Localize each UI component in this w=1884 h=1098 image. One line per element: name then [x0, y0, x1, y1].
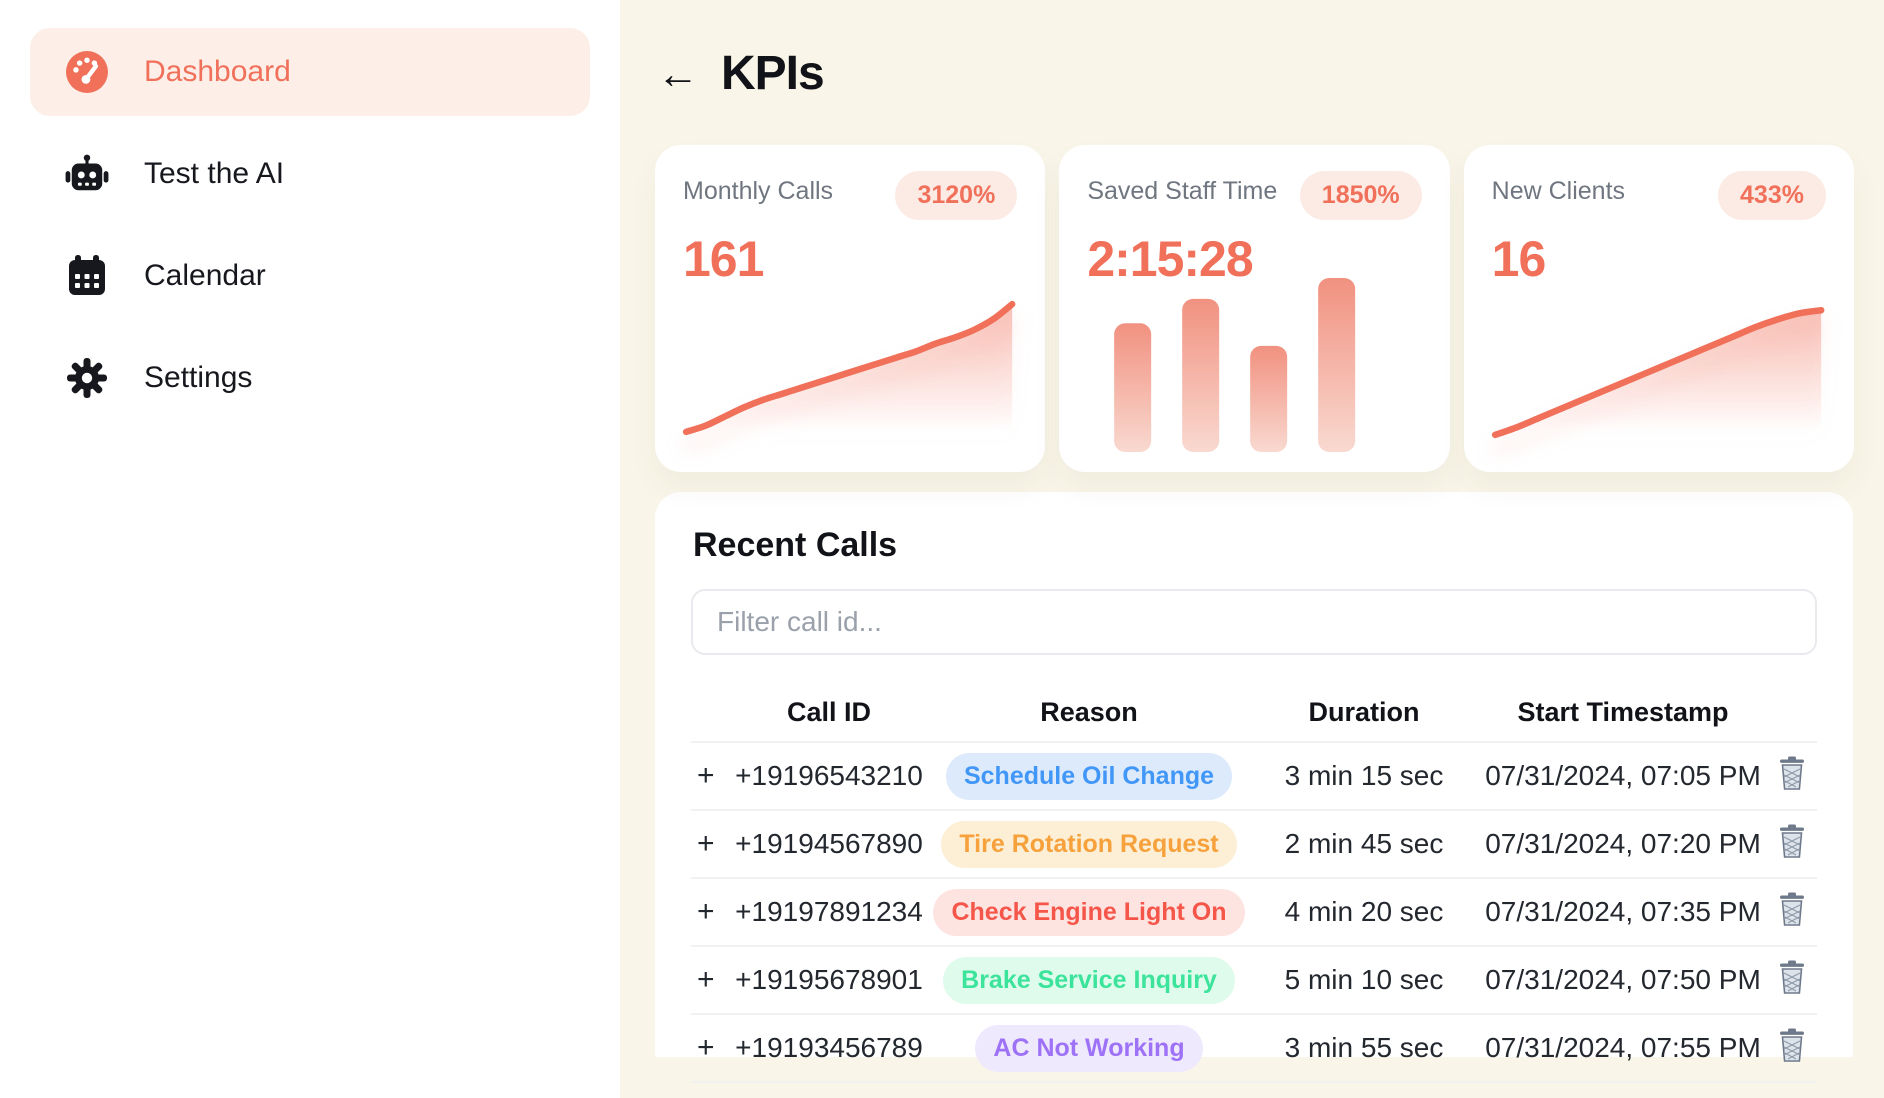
- reason-badge: Schedule Oil Change: [945, 752, 1233, 800]
- calls-table-body: + +19196543210 Schedule Oil Change 3 min…: [691, 741, 1817, 1081]
- recent-calls-title: Recent Calls: [693, 526, 898, 564]
- kpi-value: 16: [1491, 231, 1547, 287]
- kpi-percent-badge: 1850%: [1299, 171, 1422, 220]
- calendar-icon: [64, 254, 110, 298]
- duration-cell: 2 min 45 sec: [1284, 828, 1444, 859]
- calls-table-header: Call ID Reason Duration Start Timestamp: [691, 683, 1817, 741]
- duration-cell: 3 min 55 sec: [1284, 1032, 1444, 1063]
- kpi-label: Monthly Calls: [683, 177, 834, 205]
- expand-row-button[interactable]: +: [697, 1031, 715, 1064]
- kpi-percent-badge: 3120%: [895, 171, 1018, 220]
- table-row: + +19193456789 AC Not Working 3 min 55 s…: [691, 1013, 1817, 1081]
- col-header-call-id: Call ID: [786, 696, 872, 727]
- call-id-cell: +19196543210: [735, 760, 923, 791]
- sidebar-item-settings[interactable]: Settings: [30, 334, 590, 422]
- kpi-value: 2:15:28: [1087, 231, 1253, 287]
- sidebar: Dashboard Test the AI: [0, 0, 620, 1098]
- reason-badge: Check Engine Light On: [933, 888, 1245, 936]
- delete-call-button[interactable]: [1777, 892, 1807, 926]
- sidebar-item-dashboard[interactable]: Dashboard: [30, 28, 590, 116]
- sidebar-item-test-the-ai[interactable]: Test the AI: [30, 130, 590, 218]
- sparkline-area-chart: [681, 274, 1019, 452]
- kpi-card-new-clients: New Clients 433% 16: [1463, 145, 1854, 472]
- timestamp-cell: 07/31/2024, 07:55 PM: [1485, 1032, 1761, 1063]
- delete-call-button[interactable]: [1777, 824, 1807, 858]
- sidebar-item-label: Calendar: [144, 259, 266, 292]
- sparkline-bar-chart: [1085, 274, 1423, 452]
- call-id-cell: +19193456789: [735, 1032, 923, 1063]
- sidebar-item-calendar[interactable]: Calendar: [30, 232, 590, 320]
- sparkline-area-chart: [1490, 274, 1828, 452]
- sidebar-item-label: Test the AI: [144, 157, 285, 190]
- kpi-label: Saved Staff Time: [1087, 177, 1278, 205]
- filter-call-id-input[interactable]: [691, 589, 1817, 655]
- expand-row-button[interactable]: +: [697, 963, 715, 996]
- recent-calls-panel: Recent Calls Call ID Reason Duration Sta…: [655, 492, 1853, 1083]
- duration-cell: 3 min 15 sec: [1284, 760, 1444, 791]
- robot-icon: [64, 152, 110, 196]
- delete-call-button[interactable]: [1777, 1028, 1807, 1062]
- kpi-percent-badge: 433%: [1718, 171, 1826, 220]
- main-content: ← KPIs Monthly Calls 3120% 161 Saved Sta…: [620, 0, 1884, 1098]
- delete-call-button[interactable]: [1777, 960, 1807, 994]
- call-id-cell: +19194567890: [735, 828, 923, 859]
- sidebar-item-label: Settings: [144, 361, 253, 394]
- table-divider: [691, 1081, 1817, 1095]
- table-row: + +19195678901 Brake Service Inquiry 5 m…: [691, 945, 1817, 1013]
- table-row: + +19196543210 Schedule Oil Change 3 min…: [691, 741, 1817, 809]
- kpi-card-saved-staff-time: Saved Staff Time 1850% 2:15:28: [1059, 145, 1450, 472]
- reason-badge: Brake Service Inquiry: [943, 956, 1235, 1004]
- sidebar-item-label: Dashboard: [144, 55, 291, 88]
- call-id-cell: +19195678901: [735, 964, 923, 995]
- kpi-card-monthly-calls: Monthly Calls 3120% 161: [655, 145, 1046, 472]
- col-header-timestamp: Start Timestamp: [1517, 696, 1729, 727]
- page-title: KPIs: [721, 47, 825, 100]
- expand-row-button[interactable]: +: [697, 827, 715, 860]
- kpi-label: New Clients: [1491, 177, 1626, 205]
- calls-table: Call ID Reason Duration Start Timestamp …: [691, 683, 1817, 1095]
- expand-row-button[interactable]: +: [697, 895, 715, 928]
- table-row: + +19197891234 Check Engine Light On 4 m…: [691, 877, 1817, 945]
- delete-call-button[interactable]: [1777, 756, 1807, 790]
- call-id-cell: +19197891234: [735, 896, 923, 927]
- col-header-duration: Duration: [1308, 696, 1420, 727]
- reason-badge: Tire Rotation Request: [941, 820, 1237, 868]
- timestamp-cell: 07/31/2024, 07:35 PM: [1485, 896, 1761, 927]
- kpi-cards-row: Monthly Calls 3120% 161 Saved Staff Time…: [655, 145, 1854, 472]
- gauge-icon: [64, 50, 110, 94]
- kpi-value: 161: [683, 231, 764, 287]
- page-header: ← KPIs: [657, 46, 1854, 101]
- table-row: + +19194567890 Tire Rotation Request 2 m…: [691, 809, 1817, 877]
- duration-cell: 5 min 10 sec: [1284, 964, 1444, 995]
- gear-icon: [64, 356, 110, 400]
- timestamp-cell: 07/31/2024, 07:50 PM: [1485, 964, 1761, 995]
- timestamp-cell: 07/31/2024, 07:20 PM: [1485, 828, 1761, 859]
- expand-row-button[interactable]: +: [697, 759, 715, 792]
- duration-cell: 4 min 20 sec: [1284, 896, 1444, 927]
- col-header-reason: Reason: [1040, 696, 1138, 727]
- timestamp-cell: 07/31/2024, 07:05 PM: [1485, 760, 1761, 791]
- reason-badge: AC Not Working: [975, 1024, 1203, 1072]
- back-arrow-button[interactable]: ←: [657, 49, 699, 97]
